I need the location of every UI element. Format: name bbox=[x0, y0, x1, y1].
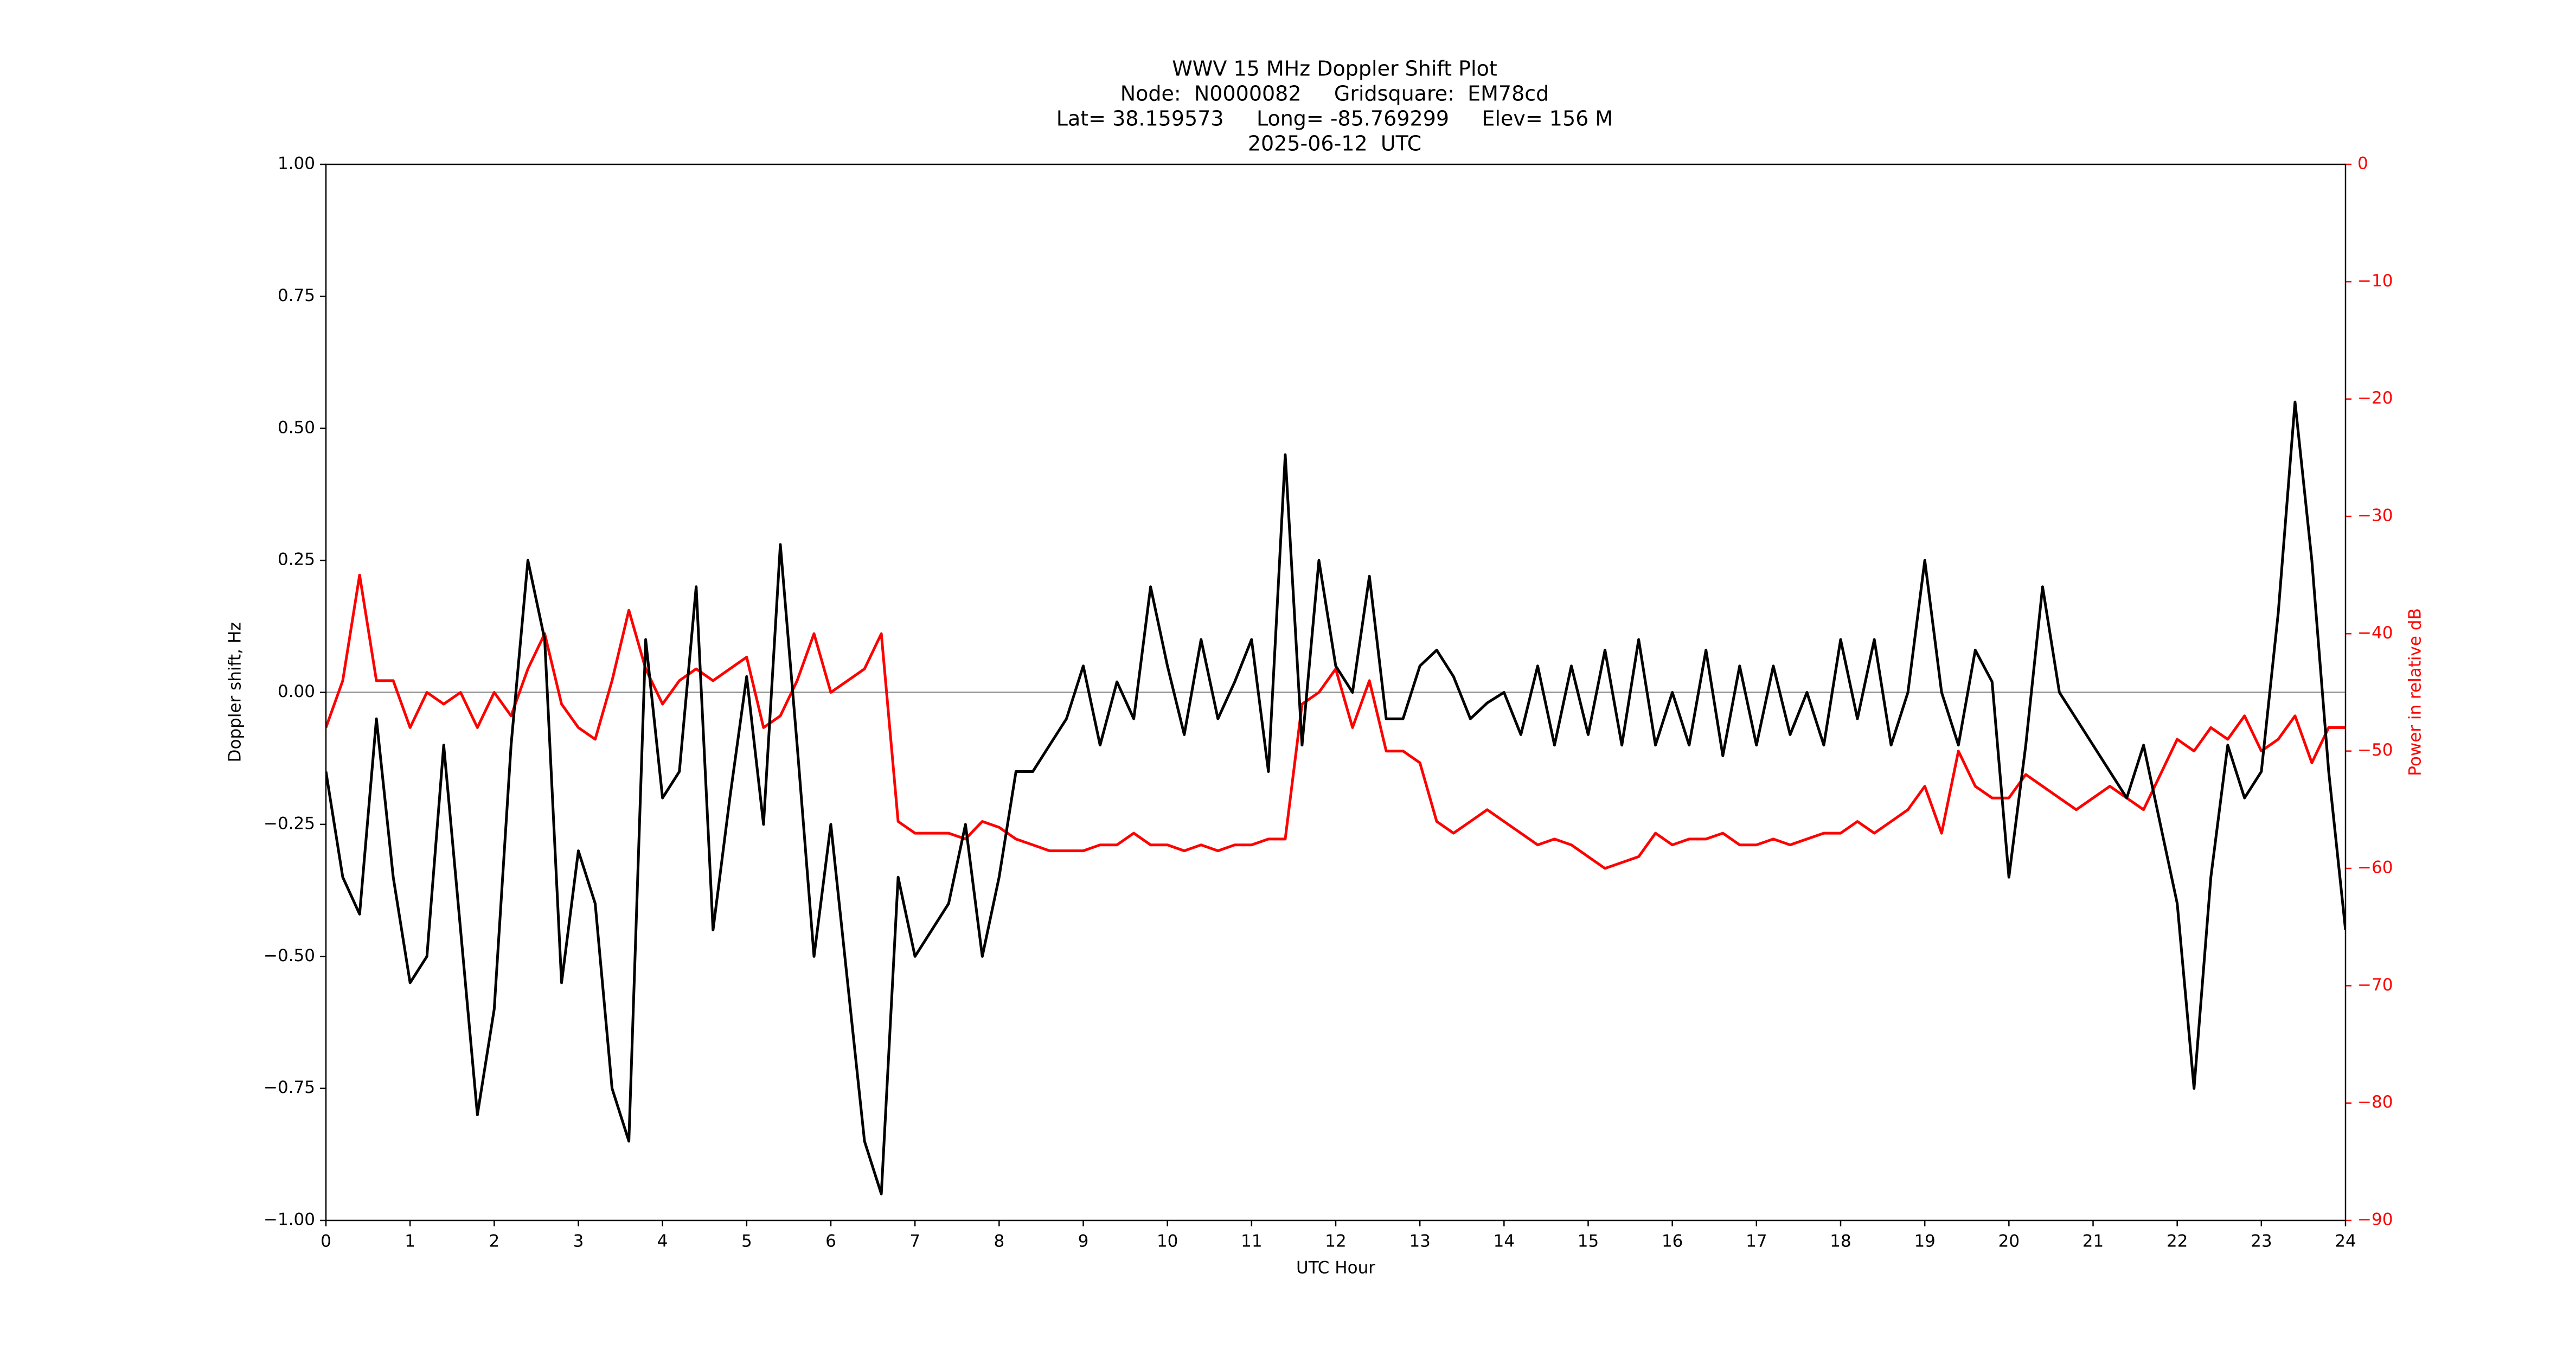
x-tick-label: 15 bbox=[1578, 1232, 1599, 1251]
y2-tick-label: −10 bbox=[2357, 271, 2393, 291]
data-line bbox=[326, 573, 2346, 870]
y2-tick-label: −20 bbox=[2357, 388, 2393, 408]
x-tick-label: 4 bbox=[657, 1232, 668, 1251]
x-tick-label: 21 bbox=[2082, 1232, 2104, 1251]
x-tick-label: 5 bbox=[741, 1232, 752, 1251]
y2-tick-label: −60 bbox=[2357, 858, 2393, 878]
x-axis-label: UTC Hour bbox=[1296, 1258, 1375, 1278]
x-tick-label: 17 bbox=[1746, 1232, 1767, 1251]
chart-subtitle: 2025-06-12 UTC bbox=[1248, 132, 1421, 156]
x-tick-label: 0 bbox=[321, 1232, 331, 1251]
x-tick-label: 22 bbox=[2167, 1232, 2188, 1251]
x-tick-label: 11 bbox=[1241, 1232, 1262, 1251]
x-tick-label: 1 bbox=[405, 1232, 415, 1251]
y-tick-label: 1.00 bbox=[278, 154, 315, 174]
chart-subtitle: Lat= 38.159573 Long= -85.769299 Elev= 15… bbox=[1056, 107, 1613, 131]
y2-tick-label: −50 bbox=[2357, 740, 2393, 760]
x-tick-label: 14 bbox=[1494, 1232, 1515, 1251]
y-tick-label: 0.25 bbox=[278, 550, 315, 570]
x-tick-label: 23 bbox=[2251, 1232, 2272, 1251]
chart-title: WWV 15 MHz Doppler Shift Plot bbox=[1172, 57, 1497, 81]
y-axis-label: Doppler shift, Hz bbox=[226, 622, 245, 763]
x-tick-label: 12 bbox=[1325, 1232, 1346, 1251]
y-tick-label: −0.25 bbox=[264, 814, 315, 833]
x-tick-label: 2 bbox=[489, 1232, 499, 1251]
plot-frame bbox=[325, 163, 2347, 1221]
x-tick-label: 18 bbox=[1830, 1232, 1851, 1251]
y2-tick-label: −90 bbox=[2357, 1210, 2393, 1230]
y-tick-label: −0.50 bbox=[264, 946, 315, 965]
x-tick-label: 24 bbox=[2335, 1232, 2356, 1251]
y2-tick-label: −30 bbox=[2357, 506, 2393, 526]
y-tick-label: −1.00 bbox=[264, 1210, 315, 1230]
x-tick-label: 13 bbox=[1409, 1232, 1430, 1251]
x-tick-label: 16 bbox=[1662, 1232, 1683, 1251]
y2-tick-label: 0 bbox=[2357, 154, 2368, 174]
y-tick-label: 0.50 bbox=[278, 418, 315, 437]
x-tick-label: 20 bbox=[1998, 1232, 2020, 1251]
y-tick-label: −0.75 bbox=[264, 1078, 315, 1097]
y2-axis-label: Power in relative dB bbox=[2406, 608, 2425, 776]
data-line bbox=[326, 400, 2346, 1195]
y2-tick-label: −70 bbox=[2357, 975, 2393, 995]
x-tick-label: 7 bbox=[909, 1232, 920, 1251]
y-tick-label: 0.00 bbox=[278, 682, 315, 701]
x-tick-label: 3 bbox=[573, 1232, 584, 1251]
x-tick-label: 10 bbox=[1157, 1232, 1178, 1251]
y-tick-label: 0.75 bbox=[278, 286, 315, 305]
x-tick-label: 9 bbox=[1078, 1232, 1089, 1251]
x-tick-label: 6 bbox=[825, 1232, 836, 1251]
y2-tick-label: −80 bbox=[2357, 1092, 2393, 1112]
chart-subtitle: Node: N0000082 Gridsquare: EM78cd bbox=[1120, 82, 1549, 106]
x-tick-label: 8 bbox=[994, 1232, 1004, 1251]
x-tick-label: 19 bbox=[1914, 1232, 1935, 1251]
y2-tick-label: −40 bbox=[2357, 623, 2393, 643]
